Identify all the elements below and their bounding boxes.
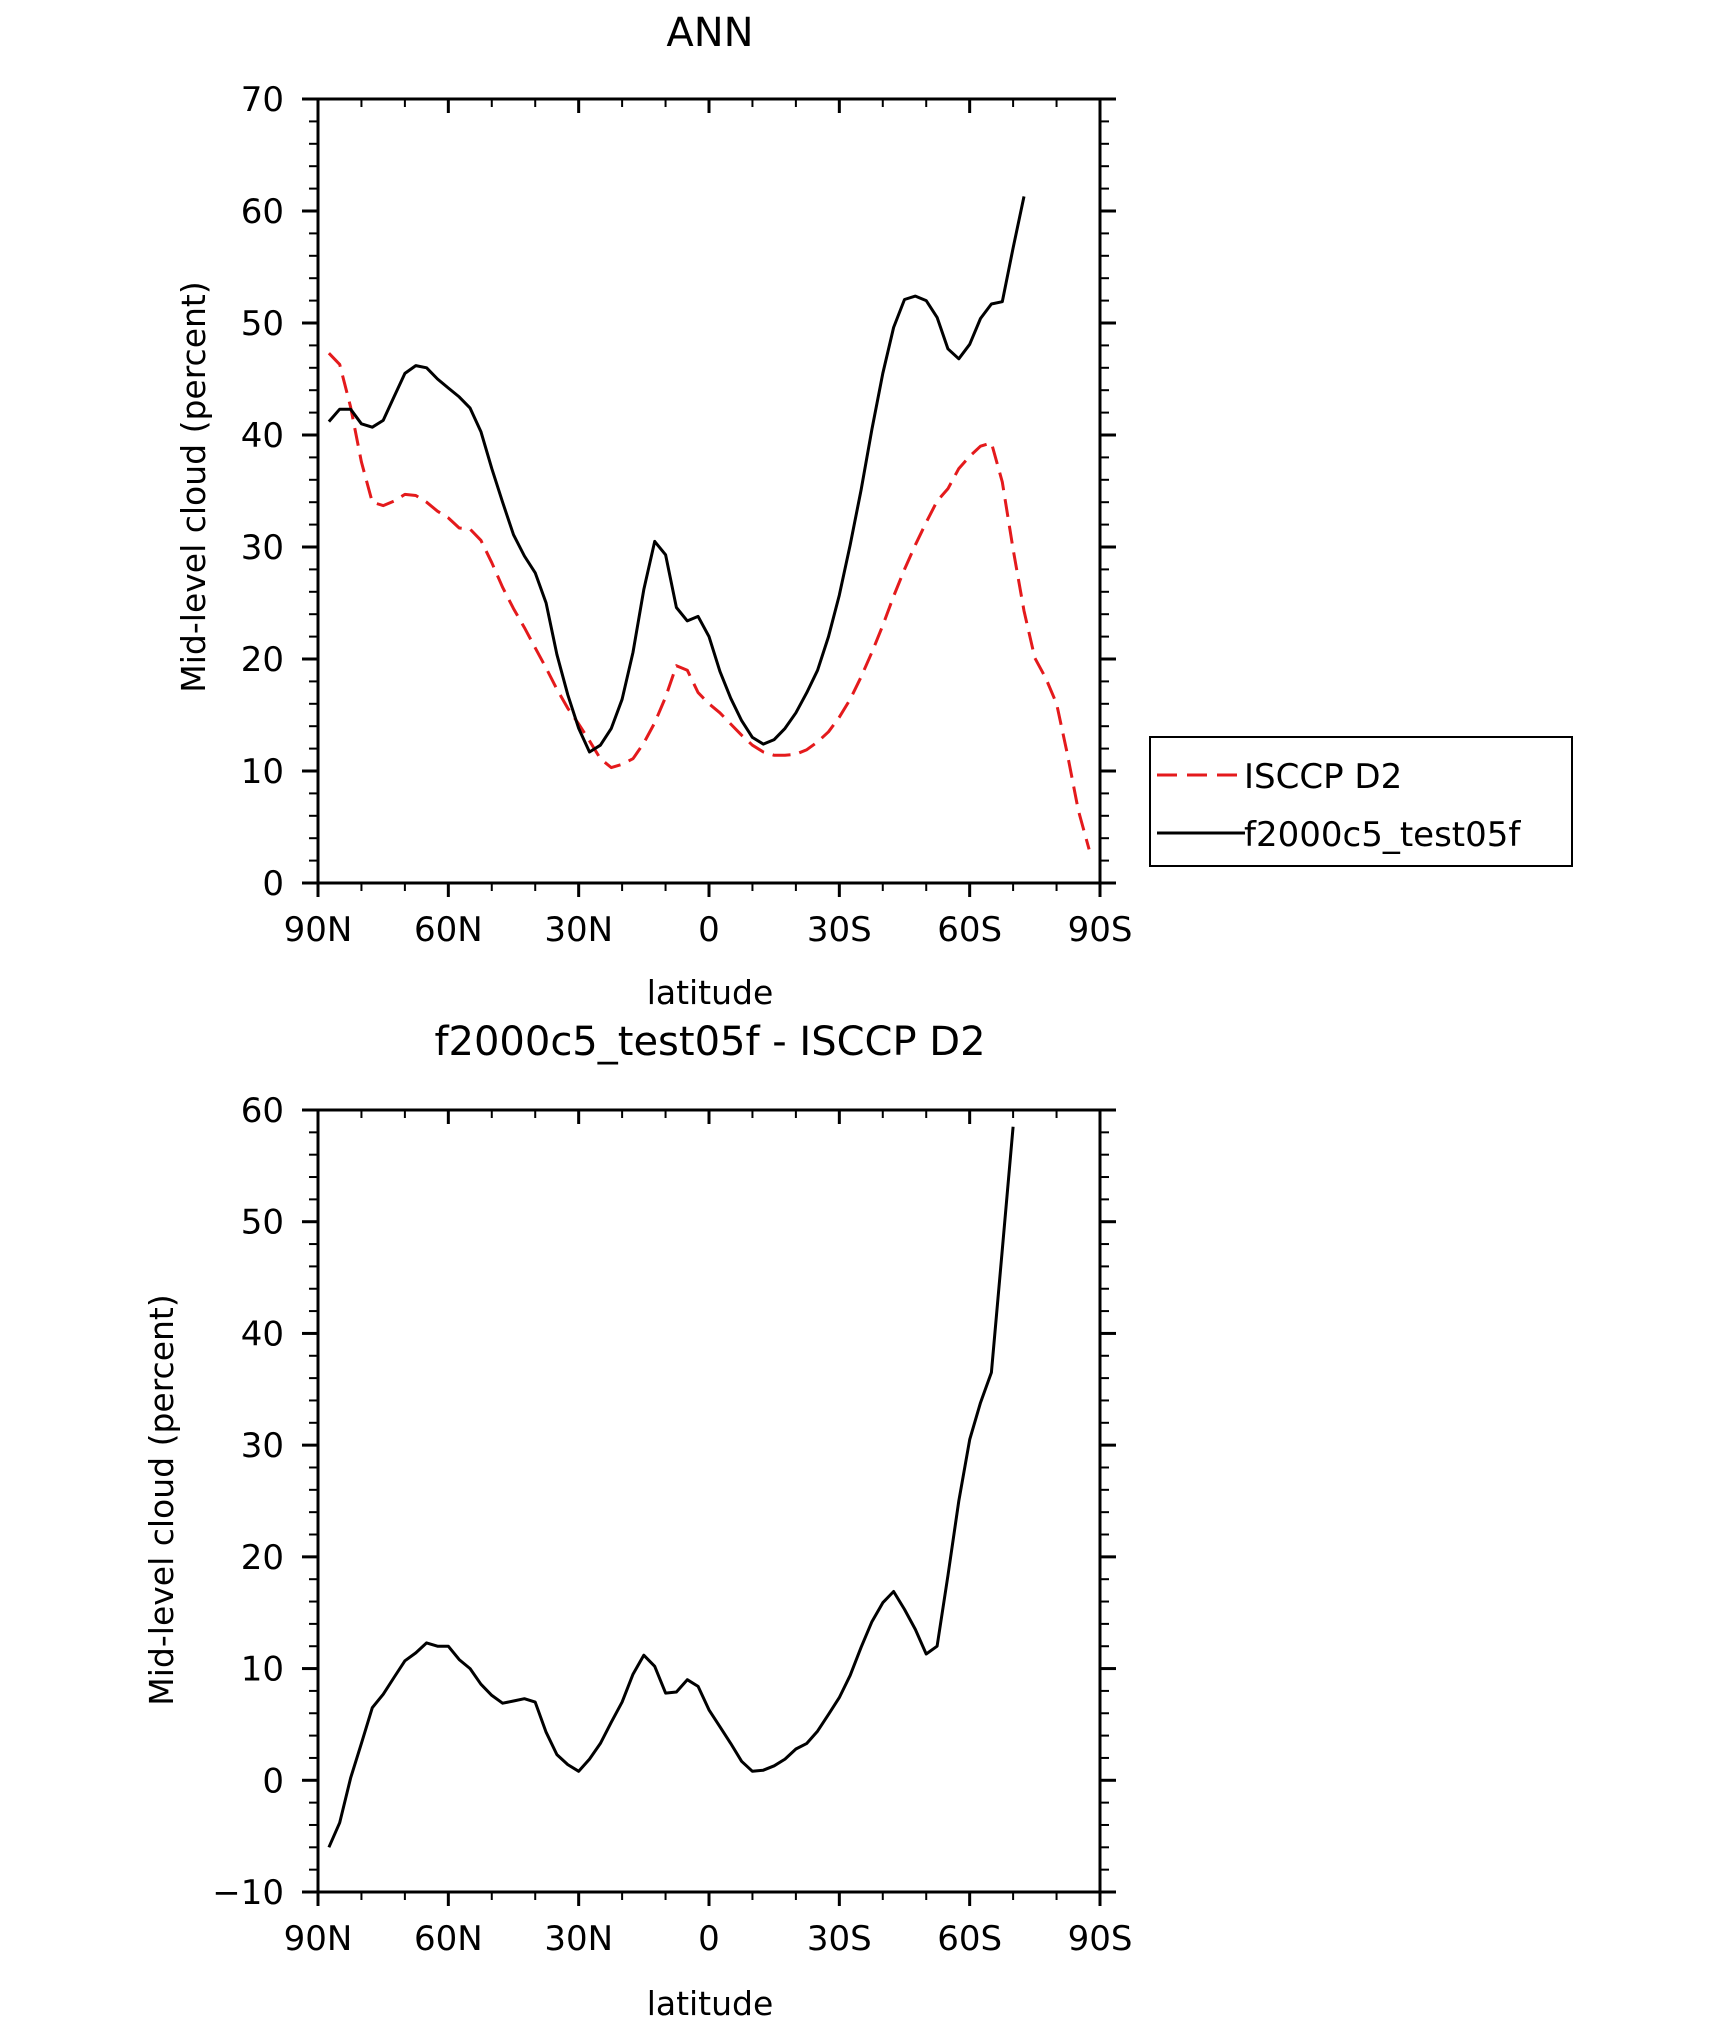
top-plot-frame <box>316 97 1102 885</box>
top-series-line-0 <box>327 352 1091 850</box>
bottom-chart-ylabel: Mid-level cloud (percent) <box>142 1294 181 1705</box>
bottom-y-tick-label: −10 <box>212 1873 284 1913</box>
top-x-tick-label: 30N <box>544 910 613 950</box>
bottom-x-tick-label: 30S <box>807 1919 872 1959</box>
top-series-line-1 <box>327 196 1026 754</box>
top-chart-title: ANN <box>666 10 753 56</box>
top-x-tick-label: 30S <box>807 910 872 950</box>
bottom-x-tick-label: 90S <box>1068 1919 1133 1959</box>
top-y-tick-label: 30 <box>241 528 284 568</box>
top-panel: ANN Mid-level cloud (percent) latitude 9… <box>174 10 1573 1012</box>
top-y-tick-label: 0 <box>262 864 284 904</box>
bottom-y-tick-label: 30 <box>241 1426 284 1466</box>
bottom-series-line-0 <box>327 1126 1015 1848</box>
bottom-plot-frame <box>316 1108 1102 1894</box>
top-x-tick-label: 90S <box>1068 910 1133 950</box>
legend: ISCCP D2 f2000c5_test05f <box>1149 736 1573 867</box>
bottom-y-tick-label: 0 <box>262 1761 284 1801</box>
bottom-chart-xlabel: latitude <box>647 1984 774 2021</box>
top-y-tick-label: 60 <box>241 192 284 232</box>
bottom-y-tick-label: 50 <box>241 1203 284 1243</box>
bottom-x-tick-label: 90N <box>284 1919 353 1959</box>
top-x-tick-label: 90N <box>284 910 353 950</box>
legend-label-model: f2000c5_test05f <box>1244 815 1521 855</box>
top-y-tick-label: 10 <box>241 752 284 792</box>
top-x-tick-label: 60S <box>937 910 1002 950</box>
top-y-tick-label: 50 <box>241 304 284 344</box>
bottom-x-tick-label: 30N <box>544 1919 613 1959</box>
top-y-tick-label: 20 <box>241 640 284 680</box>
bottom-y-tick-label: 20 <box>241 1538 284 1578</box>
bottom-panel: f2000c5_test05f - ISCCP D2 Mid-level clo… <box>142 1019 1132 2021</box>
top-y-tick-label: 70 <box>241 80 284 120</box>
bottom-x-tick-label: 60N <box>414 1919 483 1959</box>
top-x-tick-label: 0 <box>698 910 720 950</box>
bottom-chart-title: f2000c5_test05f - ISCCP D2 <box>434 1019 985 1065</box>
bottom-x-tick-label: 60S <box>937 1919 1002 1959</box>
top-y-tick-label: 40 <box>241 416 284 456</box>
legend-label-isccp: ISCCP D2 <box>1244 757 1402 797</box>
top-chart-ylabel: Mid-level cloud (percent) <box>174 281 213 692</box>
top-x-tick-label: 60N <box>414 910 483 950</box>
bottom-y-tick-label: 60 <box>241 1091 284 1131</box>
legend-box <box>1149 736 1573 867</box>
bottom-y-tick-label: 10 <box>241 1650 284 1690</box>
top-chart-xlabel: latitude <box>647 973 774 1012</box>
bottom-y-tick-label: 40 <box>241 1314 284 1354</box>
bottom-x-tick-label: 0 <box>698 1919 720 1959</box>
